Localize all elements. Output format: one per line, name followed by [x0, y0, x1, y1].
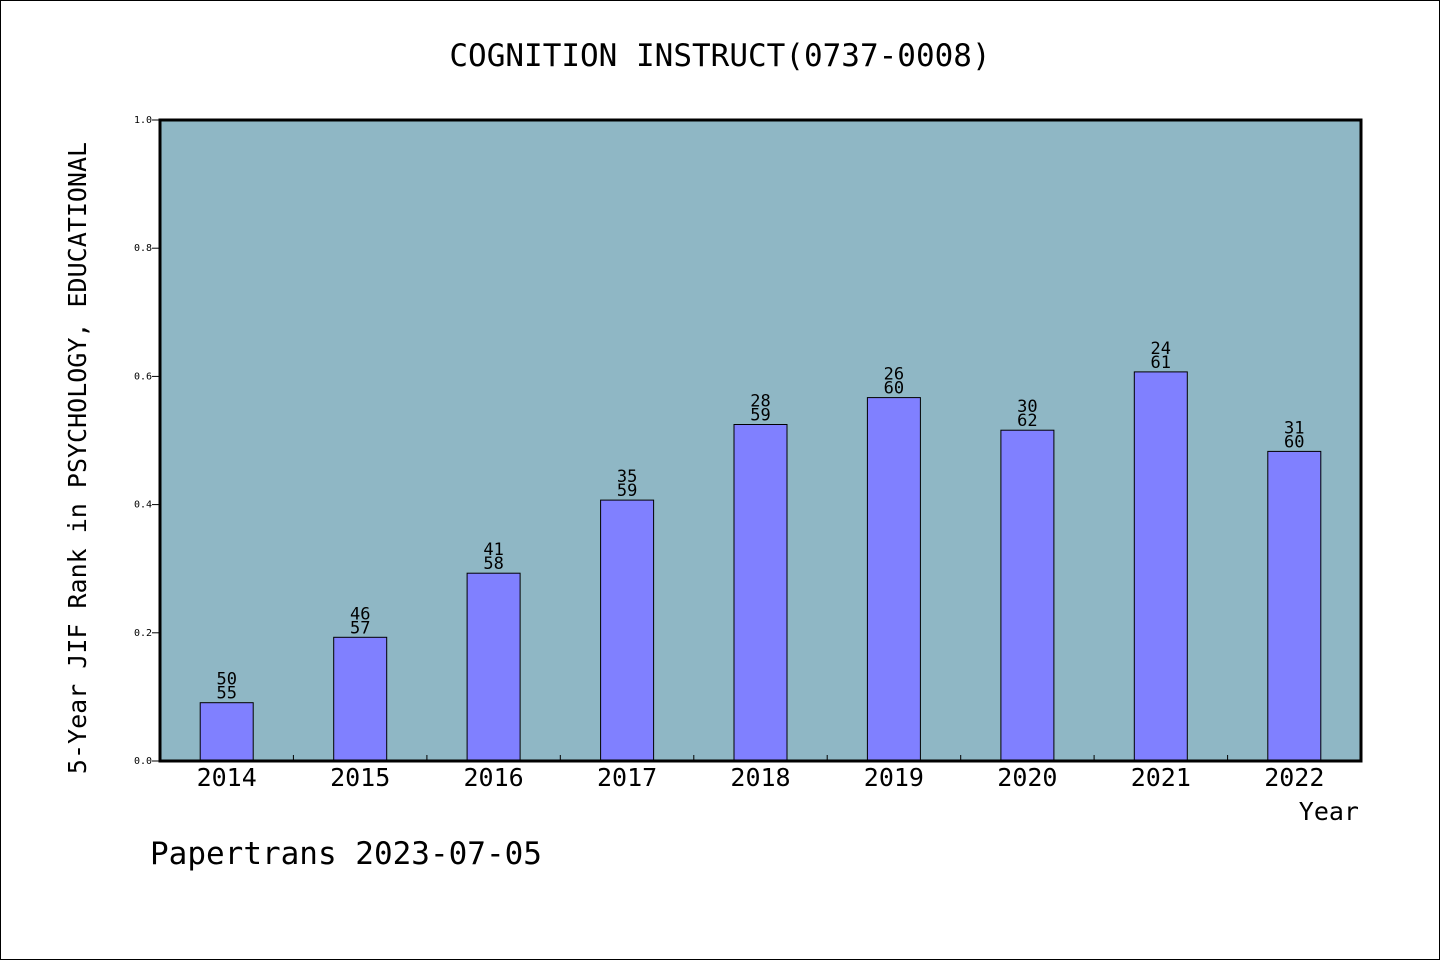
y-axis-label: 5-Year JIF Rank in PSYCHOLOGY, EDUCATION… [63, 142, 92, 774]
bar-total-label: 55 [216, 684, 236, 704]
bar-2017 [600, 499, 655, 762]
bar-rank-label: 24 [1151, 339, 1171, 359]
bar-rank-label: 41 [483, 540, 503, 560]
bar-2018 [733, 424, 788, 762]
x-tick-label: 2019 [864, 763, 924, 792]
bar-2021 [1133, 371, 1188, 762]
chart-title: COGNITION INSTRUCT(0737-0008) [449, 38, 990, 74]
bar-2020 [1000, 429, 1055, 762]
bar-2022 [1267, 450, 1322, 762]
x-tick-label: 2017 [597, 763, 657, 792]
bar-total-label: 60 [884, 379, 904, 399]
bar-rank-label: 26 [884, 365, 904, 385]
y-tick-label: 0.0 [134, 756, 152, 767]
bar-2019 [866, 397, 921, 762]
y-tick-label: 0.6 [134, 371, 152, 382]
x-tick-label: 2022 [1264, 763, 1324, 792]
x-tick-label: 2020 [997, 763, 1057, 792]
x-axis-label: Year [1299, 797, 1359, 826]
x-tick-label: 2018 [730, 763, 790, 792]
bars-group [199, 371, 1322, 762]
y-tick-label: 0.4 [134, 500, 152, 511]
x-tick-label: 2014 [197, 763, 257, 792]
bar-total-label: 59 [750, 406, 770, 426]
bar-rank-label: 31 [1284, 418, 1304, 438]
bar-rank-label: 46 [350, 604, 370, 624]
bar-total-label: 62 [1017, 411, 1037, 431]
bar-2016 [466, 572, 521, 762]
footer-credit: Papertrans 2023-07-05 [150, 836, 542, 872]
bar-total-label: 58 [483, 554, 503, 574]
y-tick-label: 0.2 [134, 628, 152, 639]
plot-border [158, 118, 1363, 763]
x-tick-label: 2016 [463, 763, 523, 792]
bar-total-label: 61 [1151, 353, 1171, 373]
y-axis: 0.0 0.2 0.4 0.6 0.8 1.0 [134, 115, 160, 767]
bar-total-label: 59 [617, 481, 637, 501]
bar-rank-label: 35 [617, 467, 637, 487]
bar-total-label: 57 [350, 618, 370, 638]
bar-rank-label: 28 [750, 392, 770, 412]
y-tick-label: 1.0 [134, 115, 152, 126]
bar-rank-label: 30 [1017, 397, 1037, 417]
bar-2014 [199, 702, 254, 762]
x-tick-label: 2021 [1131, 763, 1191, 792]
bar-2015 [333, 636, 388, 762]
bar-rank-label: 50 [216, 670, 236, 690]
x-axis: 2014 2015 2016 2017 2018 2019 2020 2021 2022 [197, 755, 1324, 792]
x-tick-label: 2015 [330, 763, 390, 792]
y-tick-label: 0.8 [134, 243, 152, 254]
bar-total-label: 60 [1284, 432, 1304, 452]
